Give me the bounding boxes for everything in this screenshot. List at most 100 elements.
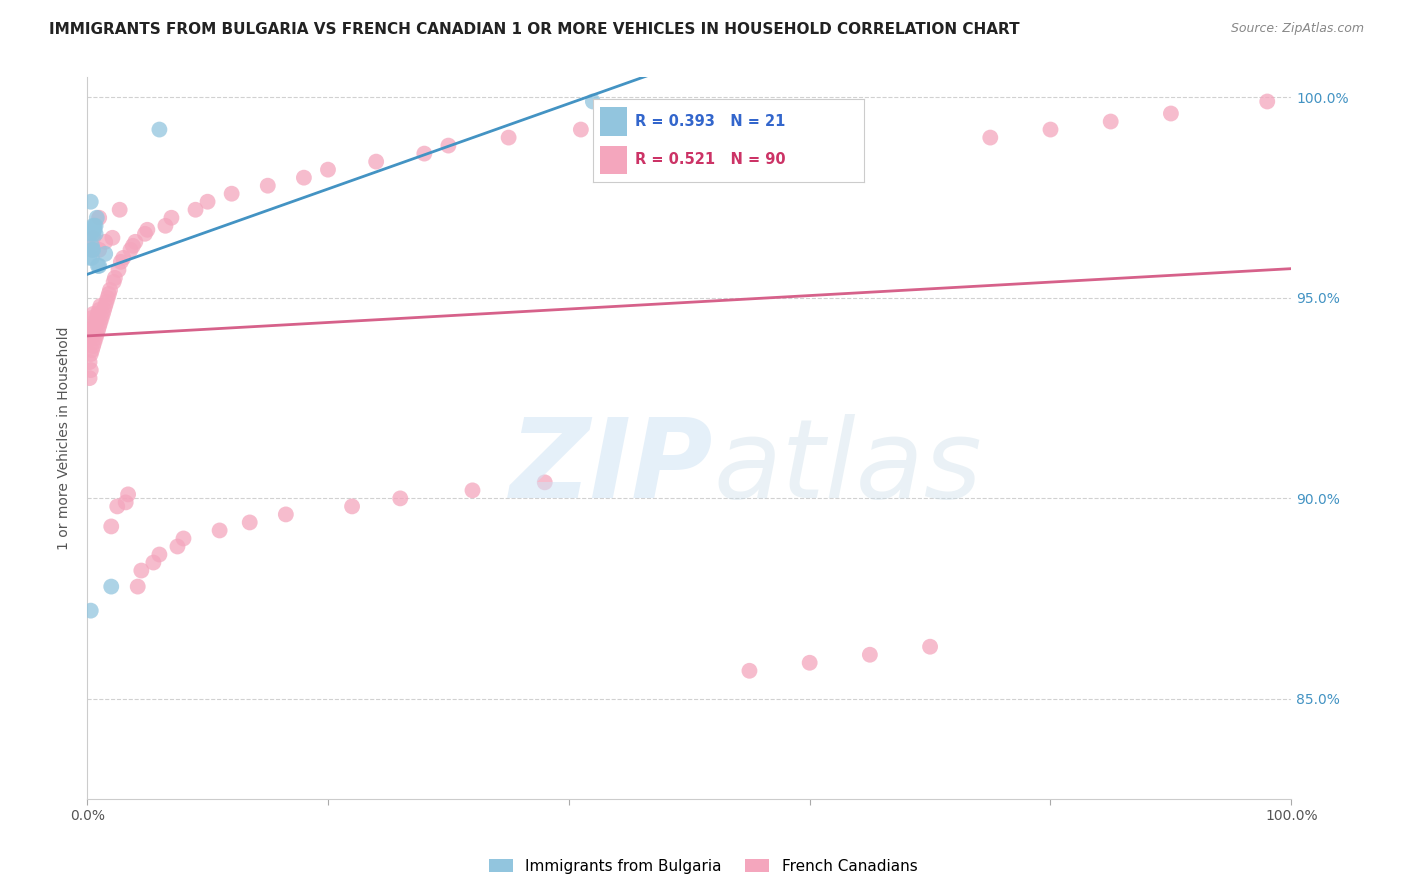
Point: [89, 243, 111, 257]
Point: [678, 106, 700, 120]
Point: [83, 223, 105, 237]
Point: [90, 310, 112, 325]
Point: [173, 532, 195, 546]
Point: [84, 331, 107, 345]
Point: [83, 318, 105, 333]
Legend: Immigrants from Bulgaria, French Canadians: Immigrants from Bulgaria, French Canadia…: [482, 853, 924, 880]
Point: [617, 114, 640, 128]
Point: [82, 231, 104, 245]
Point: [80, 310, 103, 325]
Point: [80, 343, 103, 357]
Point: [1160, 106, 1182, 120]
Point: [97, 291, 120, 305]
Point: [366, 154, 388, 169]
Point: [582, 95, 605, 109]
Point: [256, 178, 278, 193]
Point: [120, 243, 142, 257]
Point: [1099, 114, 1122, 128]
Point: [569, 122, 592, 136]
Point: [413, 146, 436, 161]
Point: [142, 556, 165, 570]
Point: [166, 540, 188, 554]
Point: [80, 243, 103, 257]
Point: [94, 247, 117, 261]
Point: [96, 295, 118, 310]
Point: [86, 211, 108, 225]
Point: [83, 219, 105, 233]
Point: [89, 318, 111, 333]
Point: [148, 122, 170, 136]
Point: [100, 580, 122, 594]
Text: IMMIGRANTS FROM BULGARIA VS FRENCH CANADIAN 1 OR MORE VEHICLES IN HOUSEHOLD CORR: IMMIGRANTS FROM BULGARIA VS FRENCH CANAD…: [49, 22, 1019, 37]
Point: [104, 271, 127, 285]
Point: [80, 239, 103, 253]
Point: [100, 519, 122, 533]
Point: [91, 307, 114, 321]
Point: [82, 227, 104, 241]
Point: [89, 259, 111, 273]
Point: [105, 500, 128, 514]
Point: [86, 310, 108, 325]
Point: [340, 500, 363, 514]
Point: [108, 202, 131, 217]
Point: [80, 331, 103, 345]
Point: [84, 219, 107, 233]
Point: [738, 664, 761, 678]
Point: [93, 302, 115, 317]
Point: [97, 287, 120, 301]
Point: [80, 251, 103, 265]
Point: [160, 211, 183, 225]
Point: [131, 564, 153, 578]
Y-axis label: 1 or more Vehicles in Household: 1 or more Vehicles in Household: [58, 326, 72, 550]
Point: [127, 580, 149, 594]
Point: [89, 211, 111, 225]
Point: [239, 516, 262, 530]
Point: [979, 130, 1001, 145]
Point: [316, 162, 339, 177]
Point: [82, 323, 104, 337]
Point: [83, 334, 105, 349]
Point: [221, 186, 243, 201]
Point: [859, 648, 882, 662]
Text: Source: ZipAtlas.com: Source: ZipAtlas.com: [1230, 22, 1364, 36]
Point: [197, 194, 219, 209]
Point: [122, 239, 145, 253]
Point: [86, 326, 108, 341]
Point: [155, 219, 177, 233]
Point: [80, 326, 103, 341]
Point: [292, 170, 315, 185]
Point: [148, 548, 170, 562]
Point: [80, 347, 103, 361]
Point: [89, 302, 111, 317]
Point: [82, 243, 104, 257]
Point: [84, 227, 107, 241]
Point: [1039, 122, 1062, 136]
Point: [79, 355, 101, 369]
Point: [89, 299, 111, 313]
Point: [274, 508, 297, 522]
Point: [79, 251, 101, 265]
Point: [80, 604, 103, 618]
Point: [80, 227, 103, 241]
Point: [87, 259, 110, 273]
Point: [98, 283, 121, 297]
Point: [80, 194, 103, 209]
Point: [184, 202, 207, 217]
Point: [498, 130, 520, 145]
Point: [101, 231, 124, 245]
Point: [136, 223, 159, 237]
Point: [107, 263, 129, 277]
Point: [533, 475, 555, 490]
Point: [94, 299, 117, 313]
Point: [82, 307, 104, 321]
Point: [920, 640, 942, 654]
Point: [110, 255, 132, 269]
Point: [87, 307, 110, 321]
Point: [112, 251, 135, 265]
Point: [437, 138, 460, 153]
Point: [94, 235, 117, 249]
Point: [79, 371, 101, 385]
Point: [87, 323, 110, 337]
Point: [89, 315, 111, 329]
Point: [80, 243, 103, 257]
